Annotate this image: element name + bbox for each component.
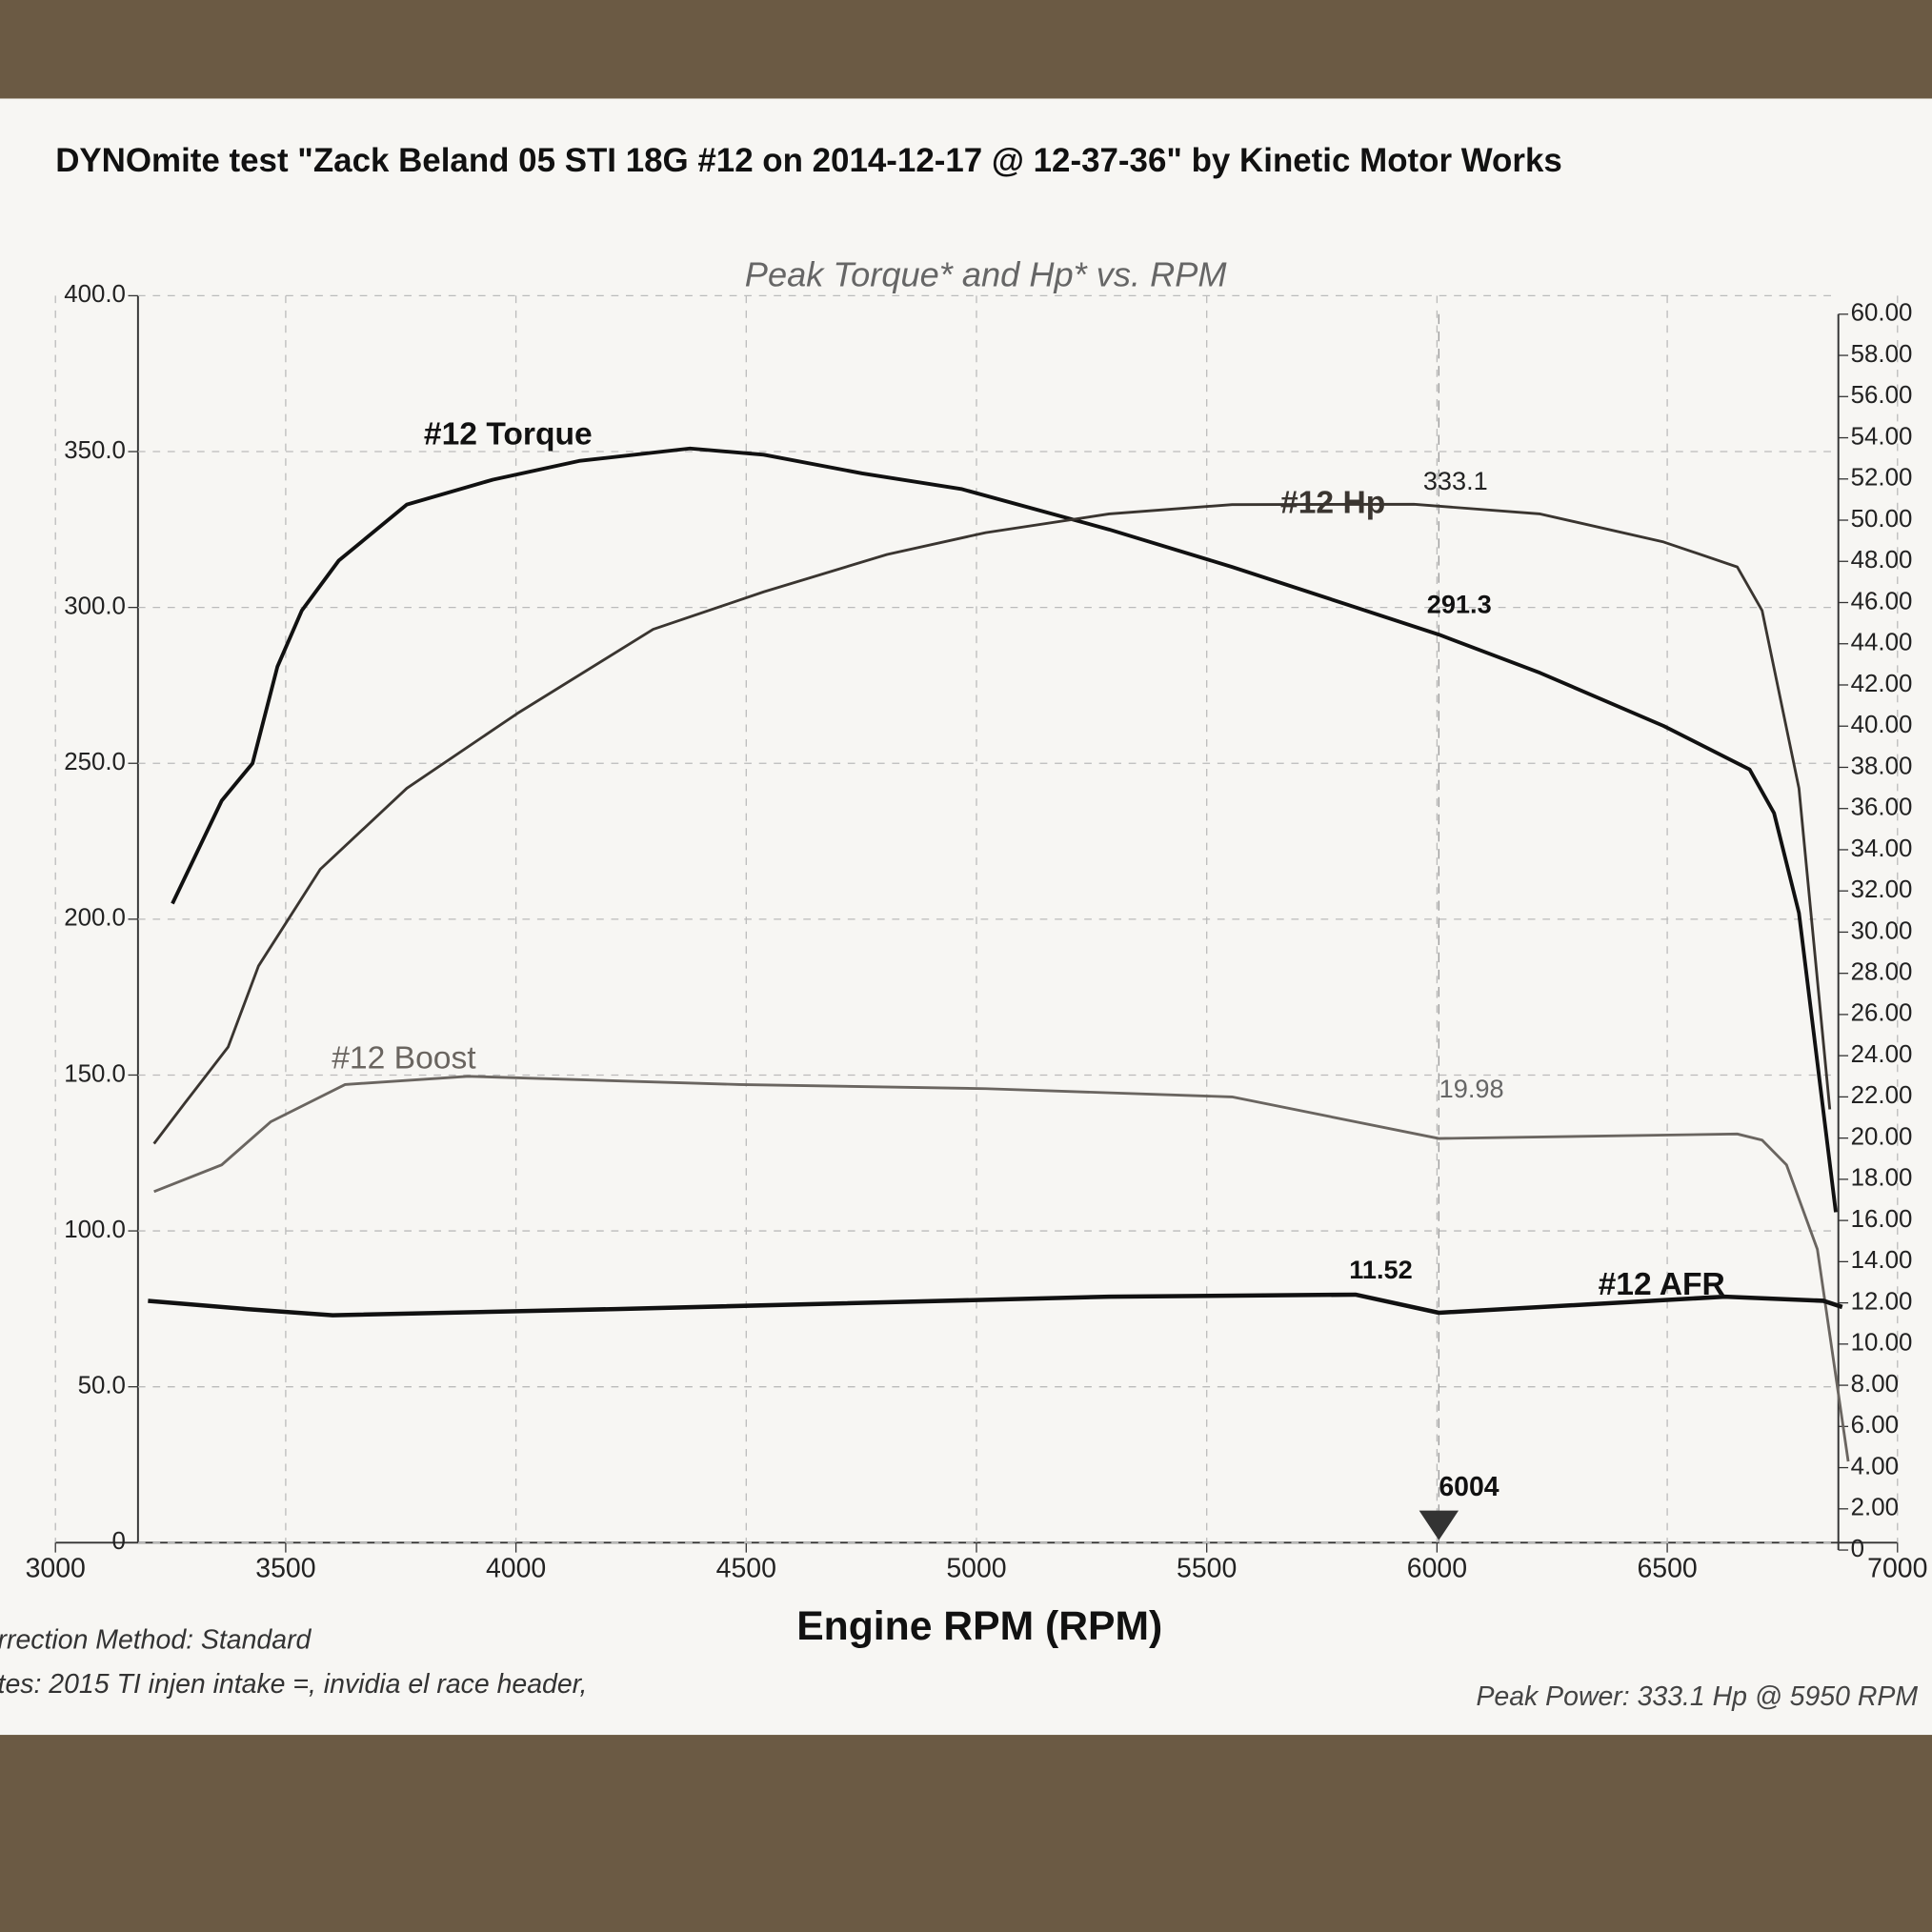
x-tick-label: 4500	[716, 1553, 776, 1583]
y2-tick-label: 58.00	[1851, 341, 1913, 368]
y2-tick-label: 6.00	[1851, 1412, 1899, 1439]
y2-tick-label: 0	[1851, 1536, 1864, 1562]
cursor-label: 6004	[1439, 1472, 1499, 1502]
y2-tick-label: 26.00	[1851, 1000, 1913, 1027]
value-label: 11.52	[1349, 1255, 1412, 1284]
y2-tick-label: 4.00	[1851, 1453, 1899, 1479]
chart-title: DYNOmite test "Zack Beland 05 STI 18G #1…	[55, 142, 1562, 179]
series-line	[148, 1292, 1843, 1318]
y2-tick-label: 34.00	[1851, 835, 1913, 862]
y2-tick-label: 18.00	[1851, 1165, 1913, 1192]
y2-tick-label: 22.00	[1851, 1082, 1913, 1109]
footer-note: Correction Method: Standard	[0, 1624, 312, 1655]
value-label: 333.1	[1423, 466, 1488, 495]
y-tick-label: 300.0	[64, 593, 126, 619]
y2-tick-label: 52.00	[1851, 465, 1913, 492]
series-label: #12 Hp	[1280, 486, 1385, 521]
y-tick-label: 350.0	[64, 437, 126, 464]
y2-tick-label: 20.00	[1851, 1123, 1913, 1150]
x-tick-label: 4000	[486, 1553, 546, 1583]
series-line	[152, 502, 1832, 1145]
series-label: #12 Boost	[332, 1040, 476, 1076]
value-label: 19.98	[1439, 1074, 1504, 1103]
y-tick-label: 100.0	[64, 1217, 126, 1243]
y-tick-label: 50.0	[78, 1373, 126, 1399]
y-tick-label: 200.0	[64, 905, 126, 932]
y-tick-label: 250.0	[64, 749, 126, 775]
y2-tick-label: 2.00	[1851, 1495, 1899, 1521]
y2-tick-label: 44.00	[1851, 630, 1913, 656]
x-tick-label: 6500	[1637, 1553, 1697, 1583]
y2-tick-label: 54.00	[1851, 423, 1913, 450]
y2-tick-label: 36.00	[1851, 795, 1913, 821]
y-tick-label: 400.0	[64, 281, 126, 308]
y2-tick-label: 24.00	[1851, 1041, 1913, 1068]
y-tick-label: 150.0	[64, 1060, 126, 1087]
y2-tick-label: 14.00	[1851, 1247, 1913, 1274]
y2-tick-label: 30.00	[1851, 917, 1913, 944]
series-label: #12 AFR	[1599, 1267, 1725, 1302]
y2-tick-label: 28.00	[1851, 959, 1913, 986]
x-tick-label: 7000	[1867, 1553, 1927, 1583]
y2-tick-label: 40.00	[1851, 712, 1913, 738]
paper	[0, 98, 1932, 1736]
y2-tick-label: 10.00	[1851, 1330, 1913, 1357]
x-tick-label: 3000	[26, 1553, 86, 1583]
x-tick-label: 5000	[946, 1553, 1006, 1583]
series-line	[171, 446, 1838, 1213]
y2-tick-label: 12.00	[1851, 1288, 1913, 1315]
y2-tick-label: 50.00	[1851, 506, 1913, 533]
y-tick-label: 0	[112, 1528, 126, 1555]
y2-tick-label: 56.00	[1851, 382, 1913, 409]
y2-tick-label: 42.00	[1851, 671, 1913, 697]
series-line	[153, 1075, 1850, 1462]
footer-note: Notes: 2015 TI injen intake =, invidia e…	[0, 1669, 587, 1700]
y2-tick-label: 38.00	[1851, 753, 1913, 779]
y2-tick-label: 46.00	[1851, 588, 1913, 614]
y2-tick-label: 8.00	[1851, 1371, 1899, 1398]
footer-note: Peak Power: 333.1 Hp @ 5950 RPM	[1476, 1681, 1918, 1712]
x-tick-label: 6000	[1407, 1553, 1467, 1583]
x-axis-label: Engine RPM (RPM)	[796, 1603, 1162, 1649]
x-tick-label: 3500	[255, 1553, 315, 1583]
y2-tick-label: 48.00	[1851, 547, 1913, 574]
y2-tick-label: 60.00	[1851, 300, 1913, 327]
chart-subtitle: Peak Torque* and Hp* vs. RPM	[745, 255, 1228, 294]
value-label: 291.3	[1427, 590, 1492, 619]
y2-tick-label: 32.00	[1851, 876, 1913, 903]
series-label: #12 Torque	[424, 417, 593, 453]
cursor-marker	[1419, 1510, 1459, 1540]
x-tick-label: 5500	[1177, 1553, 1237, 1583]
y2-tick-label: 16.00	[1851, 1206, 1913, 1233]
